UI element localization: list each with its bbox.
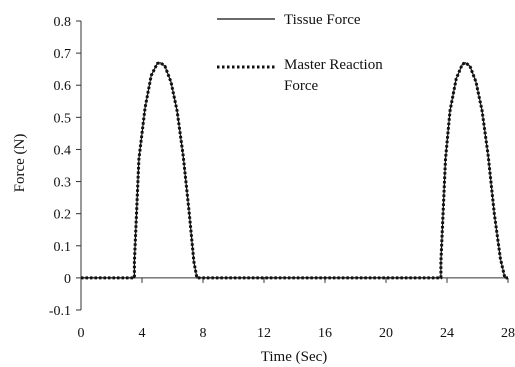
series-line-tissue-force	[81, 62, 508, 279]
x-tick-label: 20	[379, 326, 393, 341]
x-tick-label: 12	[257, 326, 271, 341]
series-lines	[81, 61, 508, 280]
y-tick-label: 0.7	[54, 47, 72, 62]
series-line-master-reaction-force	[81, 61, 508, 280]
y-tick-label: 0.1	[54, 240, 72, 255]
x-tick-label: 16	[318, 326, 332, 341]
y-tick-label: 0.5	[54, 111, 72, 126]
y-axis-label: Force (N)	[12, 134, 28, 193]
x-tick-label: 0	[78, 326, 85, 341]
x-axis-label: Time (Sec)	[261, 349, 328, 365]
legend-label-tissue-force: Tissue Force	[284, 12, 361, 28]
legend-label-master-reaction-force-line1: Master Reaction	[284, 57, 383, 73]
x-tick-label: 28	[501, 326, 515, 341]
x-tick-label: 24	[440, 326, 454, 341]
y-tick-label: 0.8	[54, 15, 72, 30]
x-tick-labels: 0 4 8 12 16 20 24 28	[78, 326, 515, 341]
y-tick-label: 0.3	[54, 176, 72, 191]
y-tick-label: 0.2	[54, 208, 72, 223]
y-tick-label: 0.4	[54, 143, 72, 158]
legend: Tissue Force Master Reaction Force	[217, 12, 383, 94]
y-tick-label: 0.6	[54, 79, 72, 94]
y-tick-label: 0	[64, 272, 71, 287]
x-tick-label: 8	[200, 326, 207, 341]
x-tick-label: 4	[139, 326, 146, 341]
y-tick-labels: -0.1 0 0.1 0.2 0.3 0.4 0.5 0.6 0.7 0.8	[49, 15, 71, 319]
y-tick-label: -0.1	[49, 304, 71, 319]
legend-label-master-reaction-force-line2: Force	[284, 78, 318, 94]
